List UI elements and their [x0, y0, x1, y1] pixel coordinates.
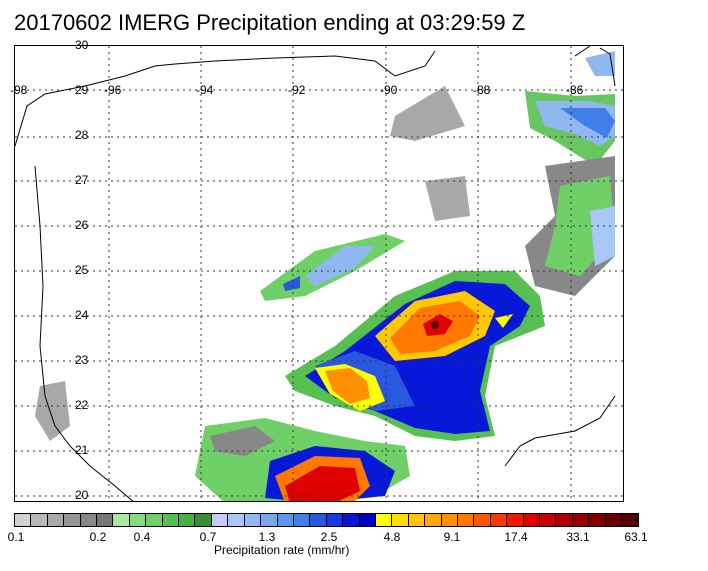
lat-label: 27	[75, 173, 89, 187]
colorbar-swatch	[261, 514, 278, 526]
colorbar-tick: 0.7	[199, 530, 217, 544]
lat-label: 29	[75, 83, 89, 97]
colorbar-swatch	[228, 514, 245, 526]
colorbar-swatch	[113, 514, 130, 526]
colorbar-swatch	[47, 514, 65, 526]
colorbar	[14, 513, 640, 527]
colorbar-swatch	[129, 514, 147, 526]
colorbar-swatch	[408, 514, 426, 526]
colorbar-swatch	[490, 514, 508, 526]
colorbar-swatch	[605, 514, 623, 526]
colorbar-swatch	[474, 514, 491, 526]
lat-label: 22	[75, 398, 89, 412]
map-canvas	[15, 46, 623, 501]
lat-label: 26	[75, 218, 89, 232]
colorbar-swatch	[556, 514, 573, 526]
colorbar-swatch	[310, 514, 327, 526]
colorbar-swatch	[64, 514, 81, 526]
lat-label: 30	[75, 38, 89, 52]
colorbar-swatch	[195, 514, 212, 526]
lat-label: 23	[75, 353, 89, 367]
colorbar-swatch	[622, 514, 639, 526]
lat-label: 24	[75, 308, 89, 322]
colorbar-tick: 63.1	[624, 530, 648, 544]
colorbar-swatch	[523, 514, 540, 526]
colorbar-tick: 4.8	[383, 530, 401, 544]
gridlines	[15, 46, 623, 501]
colorbar-swatch	[326, 514, 344, 526]
colorbar-swatch	[80, 514, 98, 526]
colorbar-swatch	[540, 514, 557, 526]
colorbar-label: Precipitation rate (mm/hr)	[214, 543, 350, 557]
lon-label: -88	[473, 83, 491, 97]
colorbar-swatch	[359, 514, 376, 526]
colorbar-tick: 0.1	[7, 530, 25, 544]
colorbar-swatch	[293, 514, 311, 526]
colorbar-tick: 33.1	[566, 530, 590, 544]
lon-label: -98	[10, 83, 28, 97]
lon-label: -96	[104, 83, 122, 97]
colorbar-swatch	[343, 514, 360, 526]
lat-label: 25	[75, 263, 89, 277]
colorbar-swatch	[179, 514, 196, 526]
lat-label: 21	[75, 443, 89, 457]
colorbar-tick: 17.4	[504, 530, 528, 544]
colorbar-swatch	[457, 514, 475, 526]
colorbar-swatch	[572, 514, 590, 526]
colorbar-tick: 0.4	[133, 530, 151, 544]
precipitation-field	[35, 51, 615, 501]
colorbar-swatch	[507, 514, 524, 526]
colorbar-tick: 2.5	[320, 530, 338, 544]
colorbar-tick: 1.3	[258, 530, 276, 544]
lat-label: 20	[75, 488, 89, 502]
map-title: 20170602 IMERG Precipitation ending at 0…	[14, 10, 526, 35]
colorbar-swatch	[277, 514, 294, 526]
colorbar-tick: 9.1	[443, 530, 461, 544]
colorbar-swatch	[441, 514, 458, 526]
lat-label: 28	[75, 128, 89, 142]
lon-label: -86	[566, 83, 584, 97]
colorbar-swatch	[375, 514, 393, 526]
colorbar-swatch	[589, 514, 606, 526]
colorbar-swatch	[146, 514, 163, 526]
colorbar-swatch	[211, 514, 229, 526]
colorbar-swatch	[15, 514, 32, 526]
colorbar-swatch	[31, 514, 48, 526]
colorbar-swatch	[97, 514, 114, 526]
coastline	[15, 50, 436, 501]
colorbar-swatch	[162, 514, 180, 526]
precipitation-map[interactable]	[14, 45, 624, 502]
colorbar-swatch	[392, 514, 409, 526]
lon-label: -90	[380, 83, 398, 97]
colorbar-swatch	[244, 514, 262, 526]
colorbar-swatch	[425, 514, 442, 526]
lon-label: -94	[196, 83, 214, 97]
colorbar-tick: 0.2	[89, 530, 107, 544]
lon-label: -92	[288, 83, 306, 97]
